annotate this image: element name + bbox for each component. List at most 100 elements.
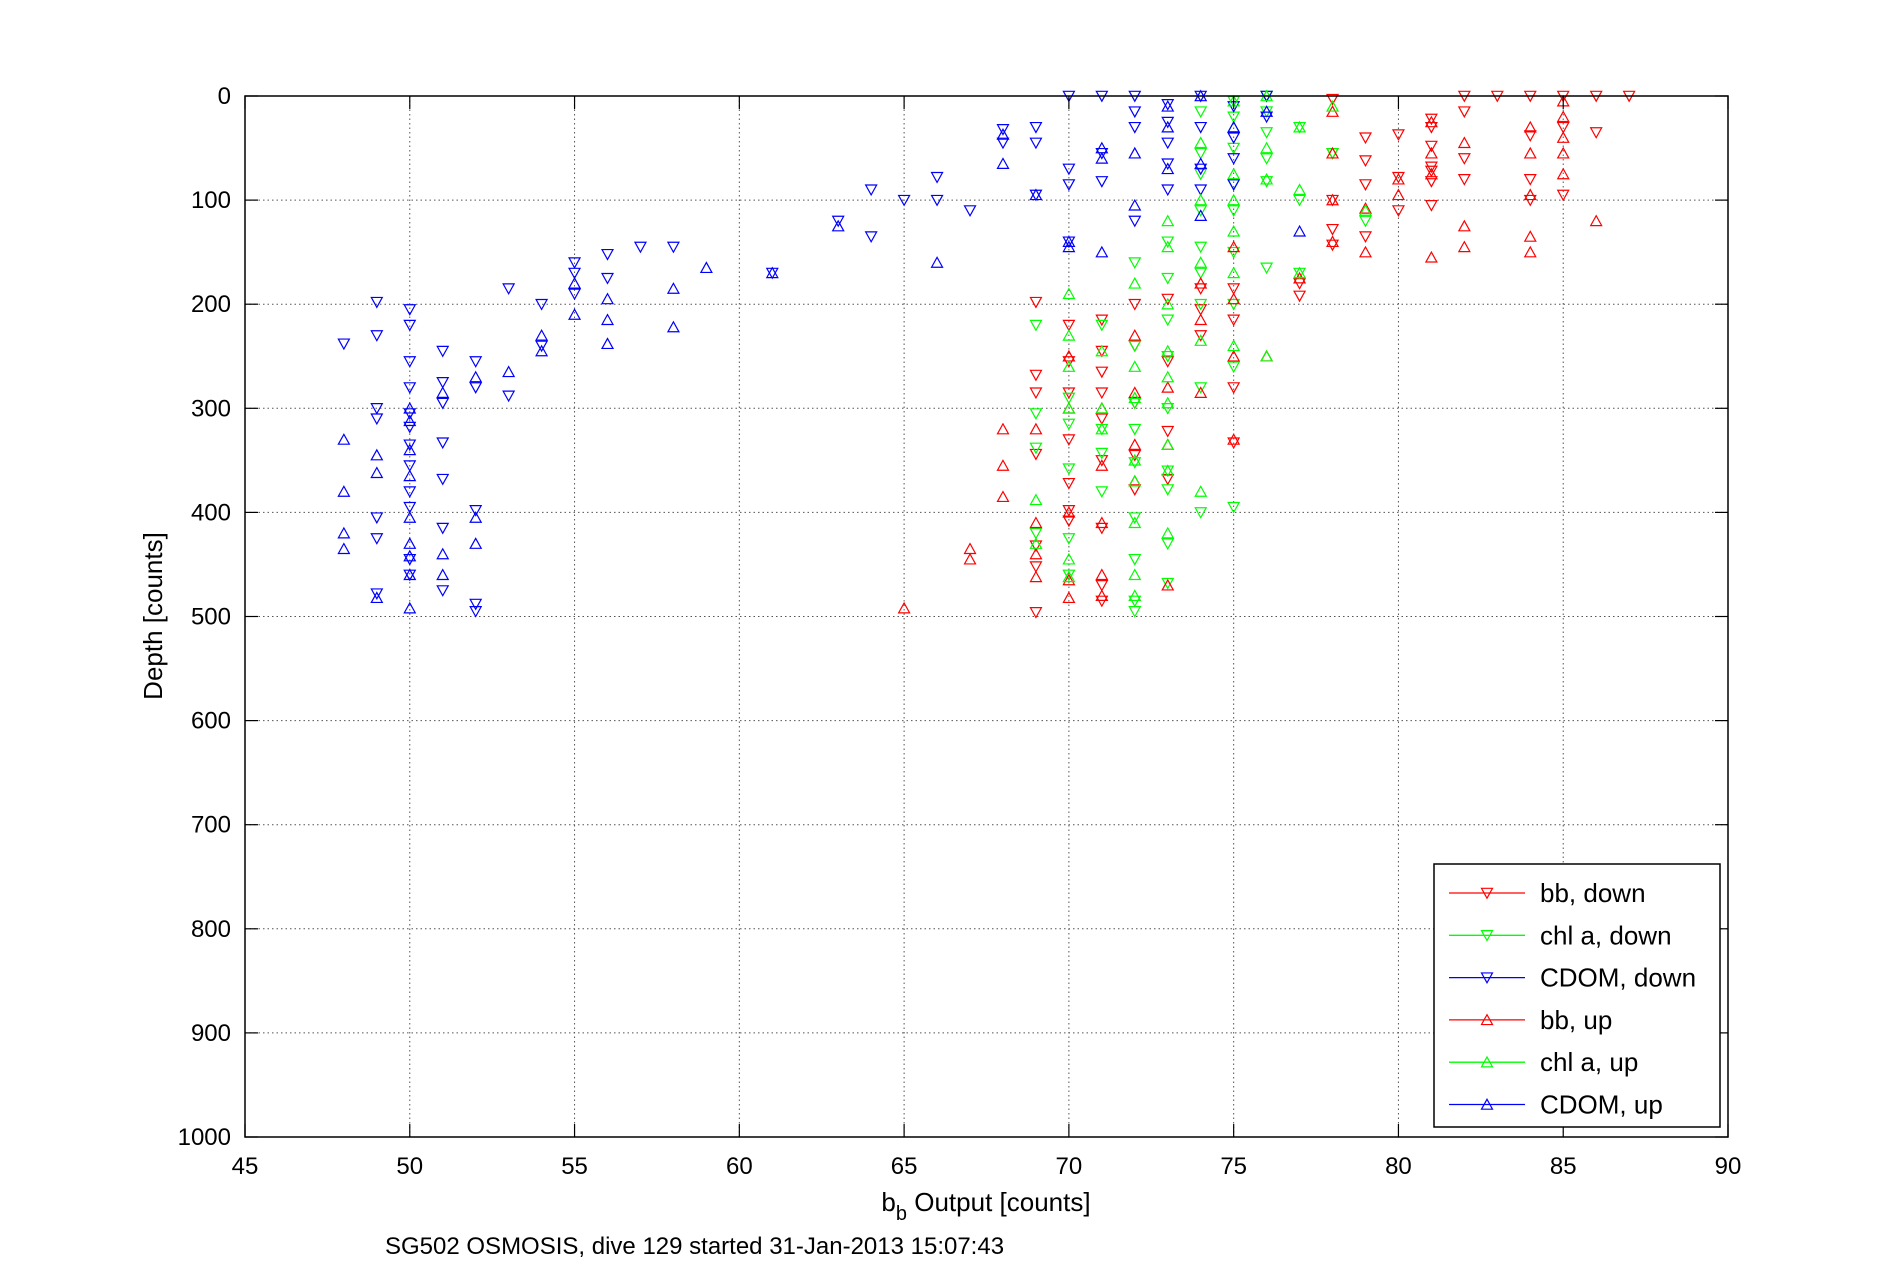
data-point — [1062, 569, 1076, 582]
data-point — [831, 219, 845, 232]
data-point — [1161, 162, 1175, 175]
data-point — [337, 338, 351, 351]
data-point — [1457, 136, 1471, 149]
data-point — [436, 345, 450, 358]
data-point — [1424, 161, 1438, 174]
data-point — [370, 512, 384, 525]
data-point — [996, 128, 1010, 140]
data-point — [666, 241, 680, 254]
data-point — [1457, 106, 1471, 119]
data-point — [1062, 418, 1076, 431]
data-point — [897, 194, 911, 207]
data-point — [1029, 422, 1043, 435]
data-point — [436, 437, 450, 450]
data-point — [1227, 433, 1241, 445]
data-point — [1556, 110, 1570, 123]
data-point — [502, 365, 516, 378]
data-point — [1161, 236, 1175, 249]
data-point — [1227, 205, 1241, 217]
data-point — [1029, 387, 1043, 400]
data-point — [1128, 146, 1142, 159]
data-point — [535, 298, 549, 311]
data-point — [1194, 205, 1208, 217]
data-point — [765, 266, 779, 279]
data-point — [1194, 136, 1208, 149]
data-point — [1062, 392, 1076, 405]
data-point — [930, 256, 944, 268]
data-point — [1556, 121, 1570, 134]
x-tick-label: 50 — [396, 1153, 423, 1180]
data-point — [1128, 298, 1142, 311]
data-point — [403, 401, 417, 414]
data-point — [469, 505, 483, 517]
data-point — [1062, 515, 1076, 528]
data-point — [930, 194, 944, 207]
data-point — [568, 257, 582, 270]
x-tick-label: 45 — [232, 1153, 259, 1180]
data-point — [1260, 105, 1274, 117]
data-point — [403, 501, 417, 514]
data-point — [1194, 168, 1208, 181]
data-point — [1194, 283, 1208, 296]
data-point — [1095, 486, 1109, 499]
data-point — [1194, 157, 1208, 169]
data-point — [1457, 240, 1471, 253]
data-point — [1194, 298, 1208, 311]
data-point — [1293, 194, 1307, 207]
data-point — [1029, 547, 1043, 560]
legend-label: CDOM, up — [1540, 1090, 1663, 1120]
data-point — [1095, 401, 1109, 414]
data-point — [1227, 132, 1241, 145]
data-point — [1194, 184, 1208, 197]
data-point — [1293, 120, 1307, 133]
data-point — [1095, 422, 1109, 435]
y-tick-label: 100 — [191, 187, 231, 214]
data-point — [1358, 231, 1373, 243]
data-point — [1457, 153, 1471, 165]
data-point — [403, 511, 417, 523]
data-point — [1227, 153, 1241, 165]
series-bb-down — [1029, 90, 1636, 619]
data-point — [1161, 293, 1175, 306]
data-point — [1161, 425, 1175, 438]
data-point — [1391, 129, 1405, 141]
y-tick-label: 700 — [191, 812, 231, 839]
data-point — [568, 308, 582, 320]
data-point — [1457, 219, 1471, 232]
data-point — [1128, 106, 1142, 119]
data-point — [1227, 193, 1241, 206]
data-point — [996, 124, 1010, 136]
data-point — [1062, 533, 1076, 545]
data-point — [1161, 370, 1175, 383]
data-point — [600, 272, 615, 285]
data-point — [1424, 115, 1438, 128]
data-point — [1358, 245, 1373, 258]
legend-marker — [1480, 972, 1494, 985]
data-point — [1293, 290, 1307, 303]
data-point — [1556, 131, 1570, 143]
legend-label: chl a, down — [1540, 920, 1672, 950]
data-point — [1029, 296, 1043, 309]
data-point — [996, 137, 1010, 150]
data-point — [1095, 176, 1109, 188]
data-point — [1358, 215, 1373, 228]
data-point — [1589, 214, 1603, 227]
data-point — [1095, 151, 1109, 164]
data-point — [1128, 121, 1142, 134]
legend-box — [1433, 863, 1721, 1128]
data-point — [1161, 120, 1175, 133]
data-point — [897, 601, 911, 614]
data-point — [1095, 579, 1109, 592]
legend-marker — [1480, 1013, 1494, 1026]
data-point — [1227, 167, 1241, 180]
data-point — [403, 414, 417, 427]
data-point — [1062, 477, 1076, 490]
legend-marker — [1480, 930, 1494, 942]
data-point — [1128, 340, 1142, 353]
data-point — [1161, 578, 1175, 591]
data-point — [1194, 485, 1208, 497]
caption: SG502 OSMOSIS, dive 129 started 31-Jan-2… — [385, 1233, 1004, 1260]
data-point — [1194, 386, 1208, 398]
data-point — [996, 157, 1010, 169]
data-point — [1161, 396, 1175, 409]
